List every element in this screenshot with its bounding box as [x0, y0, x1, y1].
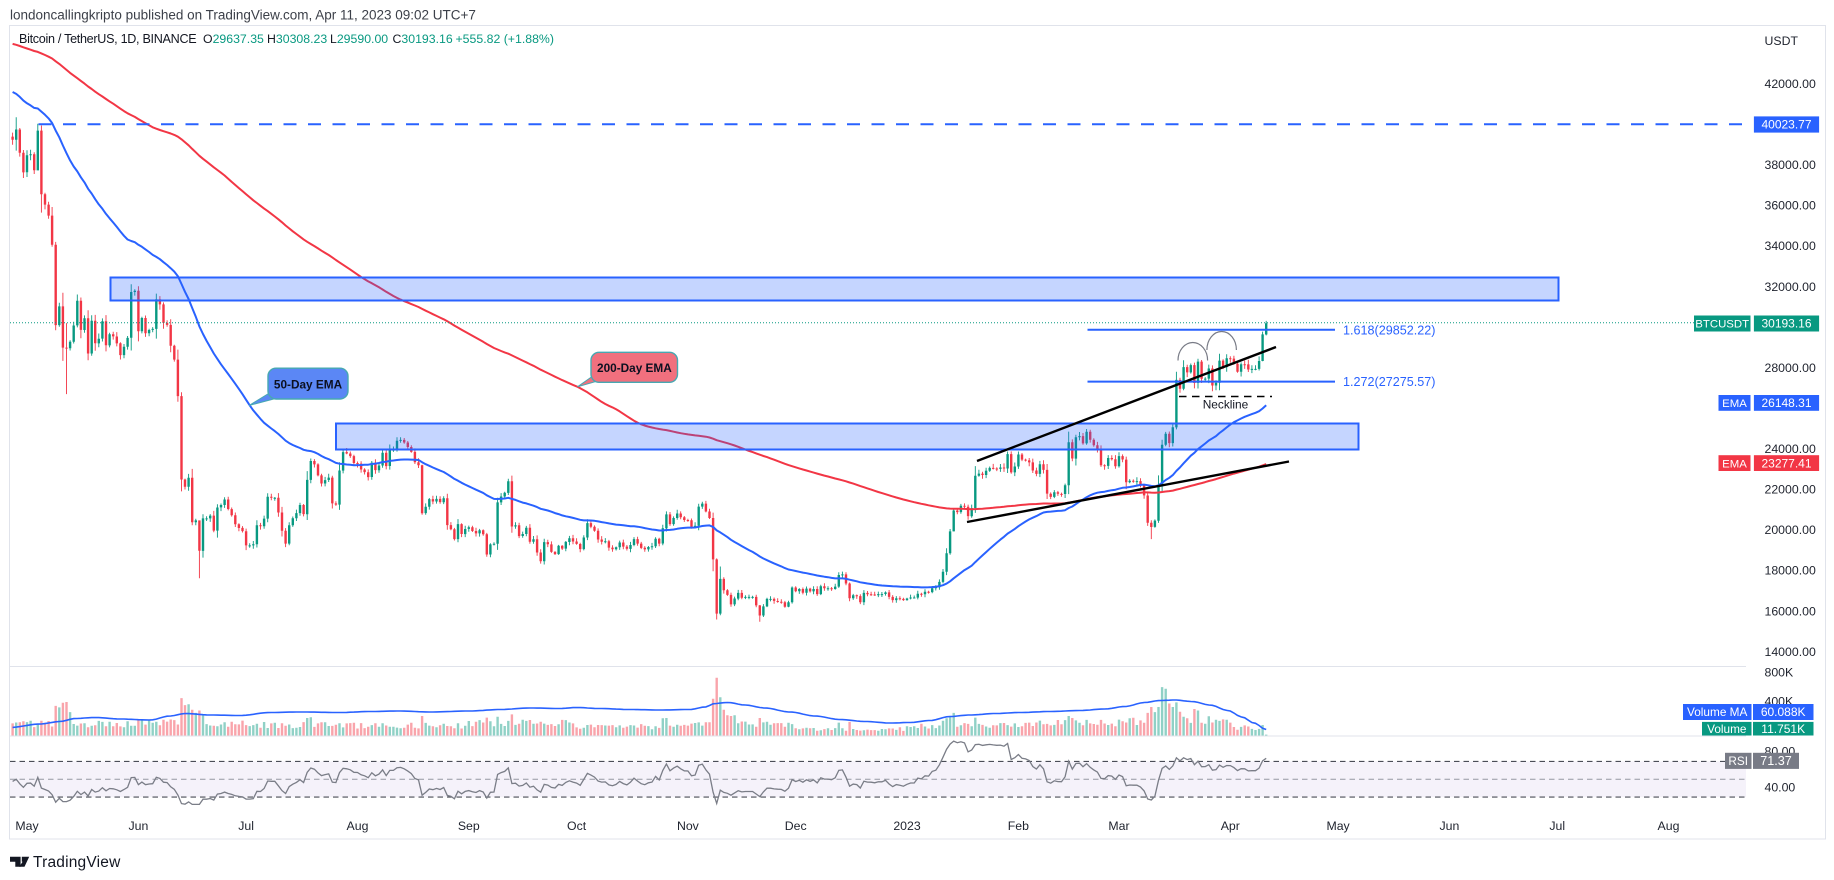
svg-text:Nov: Nov — [677, 819, 700, 833]
svg-text:800K: 800K — [1765, 666, 1795, 680]
svg-text:Oct: Oct — [567, 819, 587, 833]
svg-text:26148.31: 26148.31 — [1761, 396, 1811, 410]
svg-text:Apr: Apr — [1221, 819, 1240, 833]
svg-text:71.37: 71.37 — [1760, 754, 1792, 768]
svg-text:24000.00: 24000.00 — [1765, 442, 1816, 456]
svg-text:20000.00: 20000.00 — [1765, 523, 1816, 537]
svg-text:34000.00: 34000.00 — [1765, 239, 1816, 253]
svg-text:14000.00: 14000.00 — [1765, 645, 1816, 659]
svg-text:18000.00: 18000.00 — [1765, 564, 1816, 578]
svg-text:16000.00: 16000.00 — [1765, 604, 1816, 618]
svg-text:30193.16: 30193.16 — [1761, 317, 1811, 331]
svg-text:1.272(27275.57): 1.272(27275.57) — [1343, 375, 1435, 389]
svg-text:Bitcoin / TetherUS, 1D, BINANC: Bitcoin / TetherUS, 1D, BINANCE — [19, 32, 196, 46]
svg-text:28000.00: 28000.00 — [1765, 361, 1816, 375]
svg-text:50-Day EMA: 50-Day EMA — [274, 377, 343, 391]
svg-text:Volume MA: Volume MA — [1687, 705, 1747, 719]
svg-text:38000.00: 38000.00 — [1765, 158, 1816, 172]
svg-text:60.088K: 60.088K — [1761, 705, 1806, 719]
svg-text:Jul: Jul — [1549, 819, 1565, 833]
svg-text:Aug: Aug — [347, 819, 369, 833]
svg-text:40023.77: 40023.77 — [1761, 118, 1811, 132]
svg-text:TradingView: TradingView — [33, 854, 121, 871]
svg-text:40.00: 40.00 — [1765, 781, 1796, 795]
svg-text:1.618(29852.22): 1.618(29852.22) — [1343, 323, 1435, 337]
svg-text:USDT: USDT — [1765, 34, 1799, 48]
svg-text:36000.00: 36000.00 — [1765, 199, 1816, 213]
svg-text:Jul: Jul — [238, 819, 254, 833]
svg-text:EMA: EMA — [1722, 398, 1747, 410]
svg-text:23277.41: 23277.41 — [1761, 456, 1811, 470]
svg-text:Feb: Feb — [1008, 819, 1029, 833]
svg-text:Jun: Jun — [128, 819, 148, 833]
svg-text:londoncallingkripto published: londoncallingkripto published on Trading… — [10, 8, 476, 23]
svg-text:May: May — [1326, 819, 1350, 833]
svg-text:Dec: Dec — [785, 819, 807, 833]
svg-text:2023: 2023 — [893, 819, 921, 833]
svg-text:Sep: Sep — [458, 819, 480, 833]
svg-text:Jun: Jun — [1439, 819, 1459, 833]
svg-text:32000.00: 32000.00 — [1765, 280, 1816, 294]
svg-text:EMA: EMA — [1722, 458, 1747, 470]
svg-text:11.751K: 11.751K — [1761, 722, 1805, 736]
svg-text:RSI: RSI — [1728, 754, 1748, 768]
svg-text:Aug: Aug — [1658, 819, 1680, 833]
svg-text:200-Day EMA: 200-Day EMA — [597, 361, 672, 375]
svg-text:BTCUSDT: BTCUSDT — [1695, 319, 1749, 331]
svg-text:Mar: Mar — [1108, 819, 1129, 833]
svg-text:Neckline: Neckline — [1203, 398, 1249, 412]
svg-text:22000.00: 22000.00 — [1765, 483, 1816, 497]
svg-text:May: May — [15, 819, 39, 833]
svg-text:Volume: Volume — [1707, 722, 1747, 736]
svg-text:42000.00: 42000.00 — [1765, 77, 1816, 91]
